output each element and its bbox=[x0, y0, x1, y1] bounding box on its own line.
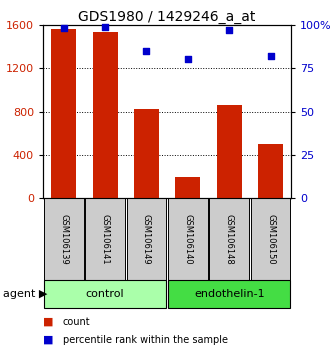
Point bbox=[61, 25, 66, 31]
Text: GSM106141: GSM106141 bbox=[101, 213, 110, 264]
Bar bbox=[175, 177, 200, 198]
Text: ■: ■ bbox=[43, 317, 54, 327]
Bar bbox=[134, 109, 159, 198]
Bar bbox=[126, 198, 166, 280]
Bar bbox=[93, 32, 118, 198]
Bar bbox=[168, 280, 291, 308]
Text: GSM106150: GSM106150 bbox=[266, 213, 275, 264]
Text: ■: ■ bbox=[43, 335, 54, 345]
Point bbox=[103, 24, 108, 29]
Point bbox=[185, 57, 191, 62]
Point bbox=[226, 27, 232, 33]
Text: GSM106149: GSM106149 bbox=[142, 213, 151, 264]
Text: control: control bbox=[86, 289, 124, 299]
Bar bbox=[168, 198, 208, 280]
Point bbox=[144, 48, 149, 53]
Bar bbox=[44, 198, 83, 280]
Point bbox=[268, 53, 273, 59]
Title: GDS1980 / 1429246_a_at: GDS1980 / 1429246_a_at bbox=[78, 10, 256, 24]
Text: GSM106140: GSM106140 bbox=[183, 213, 192, 264]
Bar bbox=[51, 29, 76, 198]
Bar bbox=[251, 198, 291, 280]
Bar bbox=[258, 144, 283, 198]
Text: percentile rank within the sample: percentile rank within the sample bbox=[63, 335, 228, 345]
Text: GSM106139: GSM106139 bbox=[59, 213, 68, 264]
Text: GSM106148: GSM106148 bbox=[225, 213, 234, 264]
Text: count: count bbox=[63, 317, 90, 327]
Bar bbox=[44, 280, 166, 308]
Bar bbox=[217, 105, 242, 198]
Bar bbox=[85, 198, 125, 280]
Bar bbox=[210, 198, 249, 280]
Text: agent ▶: agent ▶ bbox=[3, 289, 48, 299]
Text: endothelin-1: endothelin-1 bbox=[194, 289, 264, 299]
